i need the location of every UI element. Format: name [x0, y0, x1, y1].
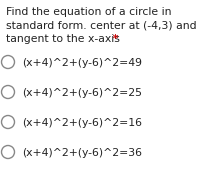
- Text: *: *: [109, 34, 118, 44]
- Text: standard form. center at (-4,3) and: standard form. center at (-4,3) and: [6, 21, 197, 31]
- Circle shape: [2, 55, 14, 69]
- Circle shape: [2, 146, 14, 158]
- Circle shape: [2, 86, 14, 98]
- Text: (x+4)^2+(y-6)^2=36: (x+4)^2+(y-6)^2=36: [22, 148, 142, 158]
- Circle shape: [2, 116, 14, 128]
- Text: Find the equation of a circle in: Find the equation of a circle in: [6, 7, 172, 17]
- Text: tangent to the x-axis: tangent to the x-axis: [6, 34, 120, 44]
- Text: (x+4)^2+(y-6)^2=49: (x+4)^2+(y-6)^2=49: [22, 58, 142, 68]
- Text: (x+4)^2+(y-6)^2=16: (x+4)^2+(y-6)^2=16: [22, 118, 142, 128]
- Text: (x+4)^2+(y-6)^2=25: (x+4)^2+(y-6)^2=25: [22, 88, 142, 98]
